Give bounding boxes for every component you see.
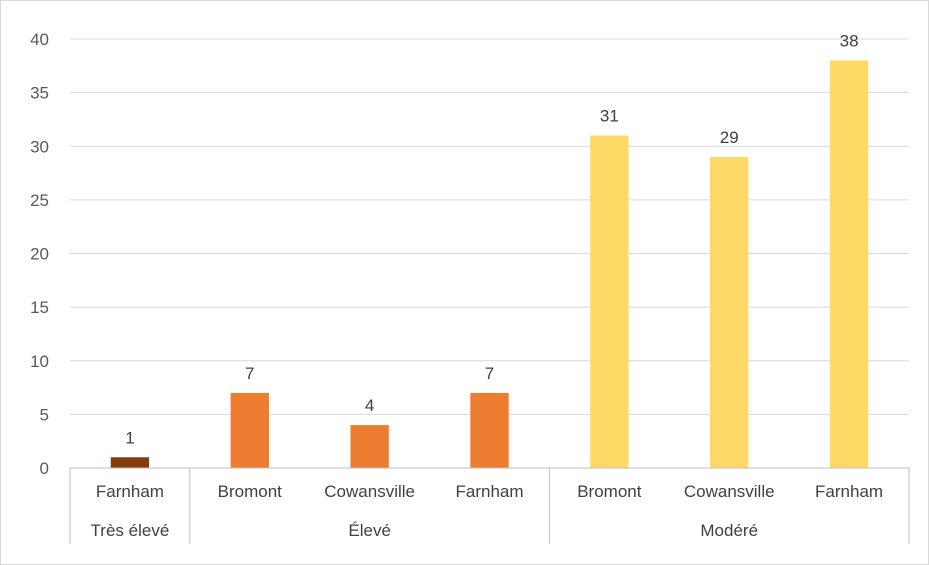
y-tick-label: 5 xyxy=(40,405,49,424)
x-category-label: Farnham xyxy=(815,482,883,501)
y-axis-tick-labels: 0 5 10 15 20 25 30 35 40 xyxy=(30,30,49,478)
y-tick-label: 15 xyxy=(30,298,49,317)
data-label: 31 xyxy=(600,107,619,126)
y-tick-label: 0 xyxy=(40,459,49,478)
bar xyxy=(590,135,629,468)
data-label: 7 xyxy=(245,364,254,383)
x-category-label: Cowansville xyxy=(324,482,415,501)
y-tick-label: 10 xyxy=(30,352,49,371)
data-label: 4 xyxy=(365,396,374,415)
x-category-label: Bromont xyxy=(218,482,283,501)
y-tick-label: 30 xyxy=(30,137,49,156)
data-label: 38 xyxy=(840,31,859,50)
bars xyxy=(110,60,869,468)
data-label: 29 xyxy=(720,128,739,147)
y-tick-label: 25 xyxy=(30,191,49,210)
x-axis: Farnham Bromont Cowansville Farnham Bromont C… xyxy=(69,467,910,544)
x-category-label: Farnham xyxy=(455,482,523,501)
gridlines xyxy=(70,38,909,415)
x-category-label: Farnham xyxy=(96,482,164,501)
bar xyxy=(110,457,150,468)
data-labels: 1 7 4 7 31 29 38 xyxy=(125,31,858,447)
bar xyxy=(230,392,269,468)
x-group-label: Modéré xyxy=(700,521,758,540)
bar xyxy=(470,392,509,468)
x-category-label: Cowansville xyxy=(684,482,775,501)
data-label: 7 xyxy=(485,364,494,383)
data-label: 1 xyxy=(125,428,134,447)
bar xyxy=(710,156,749,468)
y-tick-label: 40 xyxy=(30,30,49,49)
x-category-label: Bromont xyxy=(577,482,642,501)
bar xyxy=(350,425,389,468)
x-group-label: Élevé xyxy=(348,521,391,540)
x-group-label: Très élevé xyxy=(91,521,170,540)
y-tick-label: 20 xyxy=(30,245,49,264)
y-tick-label: 35 xyxy=(30,84,49,103)
bar xyxy=(829,60,869,468)
